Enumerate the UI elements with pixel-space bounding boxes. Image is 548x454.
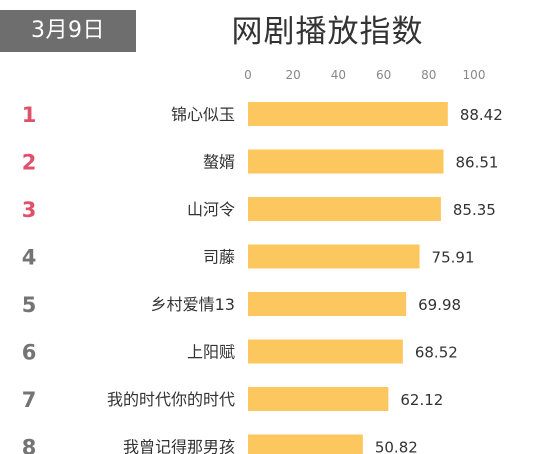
category-label: 我的时代你的时代 [107, 390, 235, 409]
rank-number: 2 [22, 151, 37, 175]
data-label: 50.82 [375, 439, 418, 454]
data-label: 62.12 [400, 391, 443, 409]
bar-4 [248, 244, 420, 269]
x-tick-label: 20 [286, 68, 301, 82]
bar-6 [248, 339, 403, 364]
category-label: 乡村爱情13 [151, 295, 235, 314]
data-label: 88.42 [460, 106, 503, 124]
data-label: 86.51 [456, 154, 499, 172]
x-tick-label: 40 [331, 68, 346, 82]
rank-number: 1 [22, 103, 37, 127]
rank-number: 4 [22, 246, 37, 270]
date-badge: 3月9日 [0, 10, 136, 52]
bar-5 [248, 292, 407, 316]
rank-number: 6 [22, 341, 37, 365]
rank-number: 8 [22, 436, 37, 454]
x-tick-label: 80 [421, 68, 436, 82]
bar-7 [248, 387, 389, 411]
category-label: 锦心似玉 [171, 105, 235, 124]
category-label: 我曾记得那男孩 [123, 438, 235, 454]
bar-8 [248, 434, 363, 454]
category-label: 螯婿 [203, 153, 235, 172]
x-tick-label: 0 [244, 68, 252, 82]
x-tick-label: 100 [463, 68, 486, 82]
category-label: 上阳赋 [187, 343, 235, 362]
rank-number: 3 [22, 198, 37, 222]
bar-1 [248, 102, 448, 126]
rank-number: 5 [22, 293, 37, 317]
rank-number: 7 [22, 388, 37, 412]
data-label: 85.35 [453, 201, 496, 219]
chart-title: 网剧播放指数 [231, 14, 424, 50]
x-tick-label: 60 [376, 68, 391, 82]
bar-3 [248, 197, 441, 221]
data-label: 75.91 [432, 249, 475, 267]
data-label: 69.98 [418, 296, 461, 314]
data-label: 68.52 [415, 344, 458, 362]
category-label: 山河令 [187, 200, 235, 219]
category-label: 司藤 [203, 248, 235, 267]
bar-2 [248, 149, 444, 174]
